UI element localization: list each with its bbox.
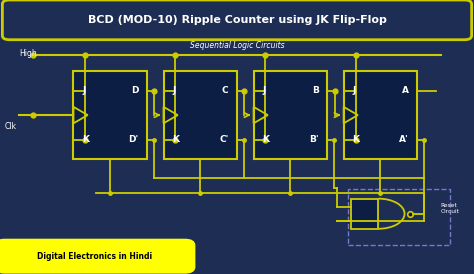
- Text: BCD (MOD-10) Ripple Counter using JK Flip-Flop: BCD (MOD-10) Ripple Counter using JK Fli…: [88, 15, 386, 25]
- FancyBboxPatch shape: [344, 71, 417, 159]
- FancyBboxPatch shape: [2, 0, 472, 40]
- Text: K: K: [82, 135, 89, 144]
- Text: B: B: [311, 86, 319, 95]
- FancyBboxPatch shape: [73, 71, 147, 159]
- FancyBboxPatch shape: [164, 71, 237, 159]
- Text: Reset
Circuit: Reset Circuit: [441, 203, 460, 214]
- FancyBboxPatch shape: [0, 240, 194, 273]
- FancyBboxPatch shape: [254, 71, 327, 159]
- Text: Sequential Logic Circuits: Sequential Logic Circuits: [190, 41, 284, 50]
- Text: J: J: [262, 86, 265, 95]
- Text: D: D: [131, 86, 138, 95]
- Text: K: K: [352, 135, 359, 144]
- Text: J: J: [352, 86, 356, 95]
- Text: High: High: [19, 49, 36, 58]
- Text: A: A: [401, 86, 409, 95]
- Text: K: K: [172, 135, 179, 144]
- Text: B': B': [309, 135, 319, 144]
- Polygon shape: [351, 199, 378, 229]
- Text: D': D': [128, 135, 138, 144]
- Text: A': A': [399, 135, 409, 144]
- Text: J: J: [82, 86, 85, 95]
- Text: Clk: Clk: [5, 122, 17, 130]
- Text: C': C': [219, 135, 228, 144]
- Text: C: C: [222, 86, 228, 95]
- Text: Digital Electronics in Hindi: Digital Electronics in Hindi: [37, 252, 152, 261]
- Text: J: J: [172, 86, 175, 95]
- Text: K: K: [262, 135, 269, 144]
